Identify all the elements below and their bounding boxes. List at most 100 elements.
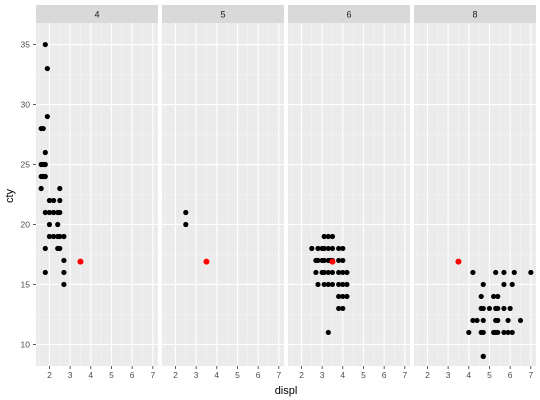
facet-strip [414,5,536,23]
data-point [344,293,350,300]
data-point [321,269,327,276]
data-point [336,281,342,288]
x-tick-label: 6 [130,370,135,380]
x-tick-label: 7 [402,370,407,380]
x-tick-label: 3 [194,370,199,380]
data-point [321,245,327,252]
data-point [495,329,501,336]
data-point [466,329,472,336]
x-tick-label: 7 [528,370,533,380]
data-point [57,185,63,192]
facet-panel-8: 8 2 3 4 5 6 7 [414,5,536,380]
data-point [325,269,331,276]
data-point [344,281,350,288]
data-point [480,353,486,360]
x-tick-label: 2 [47,370,52,380]
x-tick-label: 7 [276,370,281,380]
data-point [340,305,346,312]
data-point [309,245,315,252]
y-tick-label: 20 [21,219,31,229]
data-point [57,197,63,204]
data-point [321,257,327,264]
facet-strip-label: 8 [472,10,477,20]
x-tick-label: 5 [361,370,366,380]
data-point [491,293,497,300]
data-point [40,125,46,132]
x-tick-label: 6 [508,370,513,380]
x-tick-label: 6 [256,370,261,380]
data-point [336,269,342,276]
y-tick-label: 35 [21,40,31,50]
data-point [509,329,515,336]
x-tick-label: 4 [214,370,219,380]
data-point [505,329,511,336]
data-point [42,209,48,216]
data-point [509,281,515,288]
x-tick-label: 6 [382,370,387,380]
data-point [505,317,511,324]
data-point [61,233,67,240]
data-point [55,221,61,228]
y-axis: 10 15 20 25 30 35 [21,40,36,349]
data-point [57,209,63,216]
data-point [501,281,507,288]
data-point [315,281,321,288]
data-point [44,65,50,72]
data-point [321,233,327,240]
data-point [517,317,524,324]
y-tick-label: 15 [21,279,31,289]
data-point [313,269,319,276]
data-point [329,281,336,288]
data-point [38,185,44,192]
data-point [340,293,346,300]
y-tick-label: 30 [21,100,31,110]
data-point [340,257,346,264]
data-point [336,293,342,300]
data-point [478,305,484,312]
data-point [501,329,507,336]
data-point [340,269,346,276]
data-point [344,269,350,276]
data-point [329,233,336,240]
data-point [480,329,486,336]
data-point [486,305,493,312]
data-point [340,281,346,288]
facet-panel-5: 5 2 3 4 5 6 7 [162,5,284,380]
data-point [495,317,501,324]
facet-strip-label: 4 [94,10,99,20]
data-point [474,317,480,324]
highlight-point [455,258,462,265]
data-point [46,233,53,240]
data-point [329,269,336,276]
data-point [528,269,534,276]
highlight-point [77,258,84,265]
data-point [495,293,501,300]
data-point [340,245,346,252]
data-point [336,305,342,312]
facet-strip-label: 6 [346,10,351,20]
data-point [325,233,331,240]
data-point [336,257,342,264]
data-point [61,257,67,264]
data-point [50,233,57,240]
data-point [46,209,53,216]
data-point [470,317,476,324]
data-point [42,41,48,48]
x-tick-label: 3 [446,370,451,380]
y-tick-label: 25 [21,160,31,170]
data-point [42,245,48,252]
data-point [46,197,53,204]
data-point [329,245,336,252]
x-tick-label: 4 [88,370,93,380]
facet-strip [36,5,158,23]
data-point [325,329,331,336]
data-point [44,113,50,120]
facet-panel-6: 6 2 3 4 5 6 7 [288,5,410,380]
x-tick-label: 4 [466,370,471,380]
data-point [183,221,189,228]
x-tick-label: 7 [150,370,155,380]
facet-strip-label: 5 [220,10,225,20]
facet-panel-4: 4 2 3 4 5 6 7 [36,5,158,380]
data-point [470,269,476,276]
y-axis-title: cty [4,188,16,203]
